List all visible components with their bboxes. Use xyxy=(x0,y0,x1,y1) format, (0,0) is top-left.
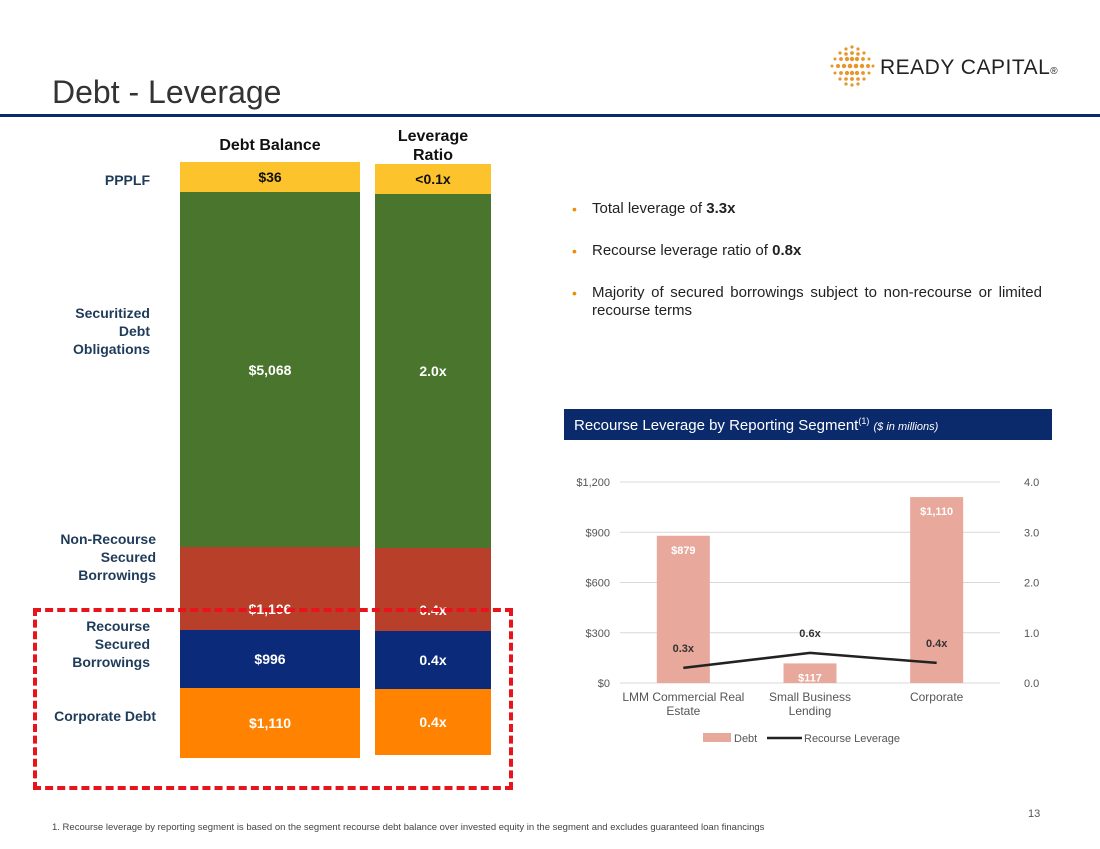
bullet-dot-icon: • xyxy=(572,201,577,217)
y2-tick-label: 0.0 xyxy=(1024,678,1039,690)
line-data-label: 0.3x xyxy=(673,643,695,655)
ratio-segment-corporate: 0.4x xyxy=(375,689,491,755)
bullet-recourse-leverage: • Recourse leverage ratio of 0.8x xyxy=(572,242,802,259)
chart-units: ($ in millions) xyxy=(873,421,939,433)
debt-bar xyxy=(783,663,837,683)
debt-bar xyxy=(656,535,710,683)
y-tick-label: $300 xyxy=(586,628,610,640)
page-title: Debt - Leverage xyxy=(52,74,282,110)
bullet-total-leverage: • Total leverage of 3.3x xyxy=(572,200,736,217)
y-tick-label: $600 xyxy=(586,578,610,590)
ratio-segment-recourse: 0.4x xyxy=(375,631,491,689)
row-label-ppplf: PPPLF xyxy=(104,172,150,188)
legend-debt-swatch xyxy=(703,733,731,742)
recourse-leverage-chart: $0 $300 $600 $900 $1,200 0.0 1.0 2.0 3.0 4.0 $879 L… xyxy=(576,477,1039,745)
bullet-secured-borrowings: • Majority of secured borrowings subject… xyxy=(572,284,1042,319)
y2-tick-label: 1.0 xyxy=(1024,628,1039,640)
bar-data-label: $117 xyxy=(798,672,822,684)
balance-segment-ppplf: $36 xyxy=(180,162,360,192)
chart-title-footnote-ref: (1) xyxy=(858,416,870,426)
legend-leverage-label: Recourse Leverage xyxy=(804,733,900,745)
row-label-non-recourse: Non-Recourse Secured Borrowings xyxy=(60,531,156,583)
y2-tick-label: 2.0 xyxy=(1024,578,1039,590)
leverage-ratio-heading: Leverage Ratio xyxy=(397,128,469,164)
legend-debt-label: Debt xyxy=(734,733,757,745)
chart-title-banner: Recourse Leverage by Reporting Segment(1… xyxy=(564,409,1052,440)
x-tick-label: Small Business Lending xyxy=(769,690,851,718)
y2-tick-label: 3.0 xyxy=(1024,527,1039,539)
logo-registered-mark: ® xyxy=(1050,66,1059,77)
ready-capital-logo: READY CAPITAL® xyxy=(828,44,1068,94)
ratio-segment-securitized: 2.0x xyxy=(375,194,491,548)
row-label-recourse: Recourse Secured Borrowings xyxy=(72,618,150,670)
balance-segment-non-recourse: $1,106 xyxy=(180,547,360,630)
logo-text: READY CAPITAL xyxy=(880,56,1051,79)
y-tick-label: $0 xyxy=(598,678,610,690)
logo-dots-icon xyxy=(830,45,875,87)
title-divider xyxy=(0,114,1100,117)
recourse-highlight-box xyxy=(33,608,513,790)
line-data-label: 0.4x xyxy=(926,638,948,650)
debt-balance-heading: Debt Balance xyxy=(219,137,321,154)
ratio-segment-ppplf: <0.1x xyxy=(375,164,491,194)
row-label-corporate-debt: Corporate Debt xyxy=(54,708,156,724)
x-tick-label: LMM Commercial Real Estate xyxy=(622,690,744,718)
bar-data-label: $1,110 xyxy=(920,506,953,518)
row-label-securitized-debt: Securitized Debt Obligations xyxy=(73,305,150,357)
footnote: 1. Recourse leverage by reporting segmen… xyxy=(52,822,765,833)
bullet-dot-icon: • xyxy=(572,243,577,259)
debt-bar xyxy=(910,497,964,683)
x-tick-label: Corporate xyxy=(910,690,964,704)
chart-title: Recourse Leverage by Reporting Segment xyxy=(574,417,859,434)
balance-segment-corporate: $1,110 xyxy=(180,688,360,758)
recourse-leverage-line xyxy=(683,651,937,670)
bullet-dot-icon: • xyxy=(572,285,577,301)
balance-segment-recourse: $996 xyxy=(180,630,360,688)
ratio-segment-non-recourse: 0.4x xyxy=(375,548,491,631)
page-number: 13 xyxy=(1028,808,1041,820)
balance-segment-securitized: $5,068 xyxy=(180,192,360,547)
y-tick-label: $1,200 xyxy=(576,477,610,489)
y-tick-label: $900 xyxy=(586,527,610,539)
line-data-label: 0.6x xyxy=(799,628,821,640)
key-points-list: • Total leverage of 3.3x • Recourse leve… xyxy=(572,200,1042,344)
y2-tick-label: 4.0 xyxy=(1024,477,1039,489)
bar-data-label: $879 xyxy=(671,545,695,557)
